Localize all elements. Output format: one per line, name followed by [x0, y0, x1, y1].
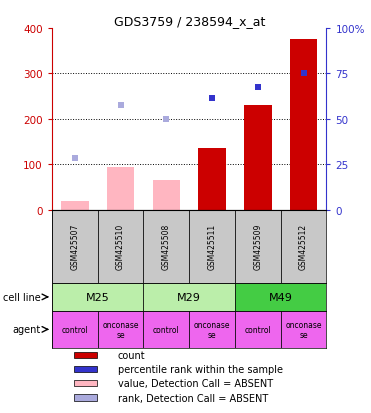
- Text: control: control: [244, 325, 271, 334]
- Bar: [74, 380, 97, 387]
- Text: GSM425510: GSM425510: [116, 223, 125, 270]
- Text: GSM425508: GSM425508: [162, 223, 171, 270]
- Bar: [52, 210, 98, 283]
- Bar: [144, 210, 189, 283]
- Bar: [152, 181, 180, 210]
- Bar: [74, 352, 97, 358]
- Text: GSM425511: GSM425511: [208, 223, 217, 270]
- Point: [72, 155, 78, 161]
- Bar: [61, 201, 89, 210]
- Text: onconase
se: onconase se: [285, 320, 322, 339]
- Title: GDS3759 / 238594_x_at: GDS3759 / 238594_x_at: [114, 15, 265, 28]
- Bar: [107, 167, 134, 210]
- Bar: [235, 311, 281, 348]
- Bar: [52, 283, 144, 311]
- Text: count: count: [118, 350, 145, 360]
- Text: value, Detection Call = ABSENT: value, Detection Call = ABSENT: [118, 378, 273, 388]
- Bar: [98, 210, 144, 283]
- Bar: [74, 366, 97, 372]
- Text: M29: M29: [177, 292, 201, 302]
- Bar: [98, 311, 144, 348]
- Point: [209, 96, 215, 102]
- Bar: [235, 210, 281, 283]
- Bar: [74, 394, 97, 401]
- Bar: [244, 106, 272, 210]
- Bar: [290, 40, 317, 210]
- Bar: [144, 283, 235, 311]
- Text: GSM425512: GSM425512: [299, 223, 308, 270]
- Point: [118, 103, 124, 109]
- Bar: [198, 149, 226, 210]
- Text: agent: agent: [12, 325, 40, 335]
- Bar: [189, 210, 235, 283]
- Text: GSM425507: GSM425507: [70, 223, 79, 270]
- Bar: [281, 311, 326, 348]
- Bar: [144, 311, 189, 348]
- Text: onconase
se: onconase se: [194, 320, 230, 339]
- Point: [163, 116, 169, 123]
- Text: rank, Detection Call = ABSENT: rank, Detection Call = ABSENT: [118, 393, 268, 403]
- Point: [301, 71, 306, 78]
- Bar: [235, 283, 326, 311]
- Bar: [52, 311, 98, 348]
- Text: onconase
se: onconase se: [102, 320, 139, 339]
- Text: control: control: [62, 325, 88, 334]
- Text: cell line: cell line: [3, 292, 40, 302]
- Point: [255, 85, 261, 91]
- Text: M25: M25: [86, 292, 109, 302]
- Text: control: control: [153, 325, 180, 334]
- Text: M49: M49: [269, 292, 293, 302]
- Bar: [189, 311, 235, 348]
- Bar: [281, 210, 326, 283]
- Text: percentile rank within the sample: percentile rank within the sample: [118, 364, 283, 374]
- Text: GSM425509: GSM425509: [253, 223, 262, 270]
